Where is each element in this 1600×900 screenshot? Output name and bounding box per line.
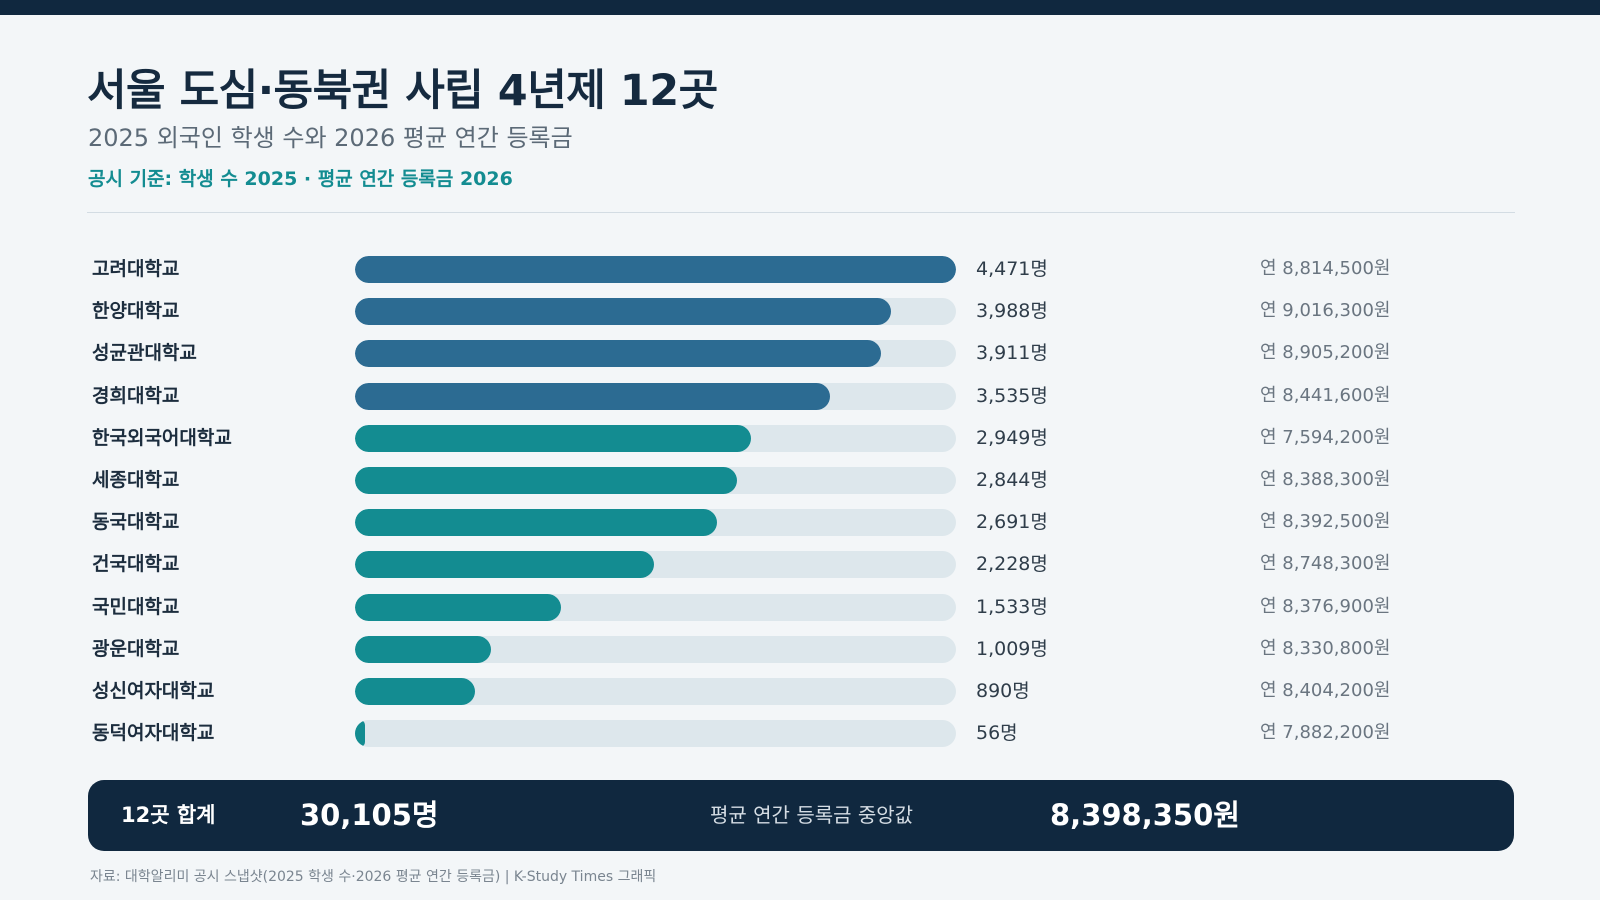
tuition-label: 연 8,392,500원 bbox=[1260, 511, 1391, 533]
student-count-label: 2,691명 bbox=[976, 511, 1048, 534]
chart-row: 고려대학교 4,471명 연 8,814,500원 bbox=[0, 255, 1600, 283]
page-subtitle: 2025 외국인 학생 수와 2026 평균 연간 등록금 bbox=[88, 124, 573, 152]
chart-row: 성균관대학교 3,911명 연 8,905,200원 bbox=[0, 339, 1600, 368]
tuition-label: 연 9,016,300원 bbox=[1260, 300, 1391, 322]
chart-row: 건국대학교 2,228명 연 8,748,300원 bbox=[0, 550, 1600, 579]
university-name: 동국대학교 bbox=[92, 511, 180, 534]
student-count-label: 1,009명 bbox=[976, 637, 1048, 660]
university-name: 고려대학교 bbox=[92, 258, 180, 280]
tuition-label: 연 7,594,200원 bbox=[1260, 426, 1391, 448]
bar-fill bbox=[355, 467, 738, 494]
page-title: 서울 도심·동북권 사립 4년제 12곳 bbox=[87, 66, 718, 116]
tuition-label: 연 8,330,800원 bbox=[1260, 637, 1391, 659]
chart-row: 성신여자대학교 890명 연 8,404,200원 bbox=[0, 677, 1600, 705]
bar-track bbox=[355, 256, 956, 283]
summary-label: 12곳 합계 bbox=[121, 803, 216, 827]
bar-track bbox=[355, 424, 956, 452]
university-name: 광운대학교 bbox=[92, 637, 180, 660]
tuition-label: 연 8,905,200원 bbox=[1260, 342, 1391, 364]
bar-fill bbox=[355, 720, 365, 748]
summary-median-label: 평균 연간 등록금 중앙값 bbox=[710, 803, 914, 827]
bar-fill bbox=[355, 298, 892, 326]
university-name: 한국외국어대학교 bbox=[92, 426, 232, 449]
header-divider bbox=[87, 212, 1515, 213]
bar-fill bbox=[355, 340, 881, 368]
student-count-label: 56명 bbox=[976, 722, 1018, 745]
university-name: 한양대학교 bbox=[92, 300, 180, 323]
bar-fill bbox=[355, 678, 475, 705]
student-count-label: 1,533명 bbox=[976, 595, 1048, 618]
tuition-label: 연 8,814,500원 bbox=[1260, 258, 1391, 279]
bar-track bbox=[355, 509, 956, 537]
bar-fill bbox=[355, 635, 491, 663]
university-name: 국민대학교 bbox=[92, 595, 180, 618]
bar-track bbox=[355, 340, 956, 368]
tuition-label: 연 8,376,900원 bbox=[1260, 595, 1391, 617]
university-name: 세종대학교 bbox=[92, 469, 180, 491]
chart-row: 한양대학교 3,988명 연 9,016,300원 bbox=[0, 297, 1600, 326]
tuition-label: 연 8,404,200원 bbox=[1260, 680, 1391, 701]
chart-row: 광운대학교 1,009명 연 8,330,800원 bbox=[0, 635, 1600, 663]
bar-fill bbox=[355, 593, 562, 621]
source-note: 자료: 대학알리미 공시 스냅샷(2025 학생 수·2026 평균 연간 등록… bbox=[90, 869, 657, 885]
university-name: 동덕여자대학교 bbox=[92, 722, 215, 745]
chart-row: 동덕여자대학교 56명 연 7,882,200원 bbox=[0, 719, 1600, 748]
bar-track bbox=[355, 635, 956, 663]
bar-track bbox=[355, 467, 956, 494]
university-name: 성균관대학교 bbox=[92, 342, 197, 365]
tuition-label: 연 7,882,200원 bbox=[1260, 722, 1391, 744]
bar-track bbox=[355, 382, 956, 410]
chart-row: 국민대학교 1,533명 연 8,376,900원 bbox=[0, 593, 1600, 621]
bar-fill bbox=[355, 424, 752, 452]
chart-row: 경희대학교 3,535명 연 8,441,600원 bbox=[0, 382, 1600, 410]
student-count-label: 2,228명 bbox=[976, 553, 1048, 576]
student-count-label: 2,844명 bbox=[976, 469, 1048, 491]
university-name: 성신여자대학교 bbox=[92, 680, 215, 702]
bar-fill bbox=[355, 509, 717, 537]
university-name: 건국대학교 bbox=[92, 553, 180, 576]
student-count-label: 3,535명 bbox=[976, 384, 1048, 407]
bar-fill bbox=[355, 551, 655, 579]
tuition-label: 연 8,388,300원 bbox=[1260, 469, 1391, 490]
bar-track bbox=[355, 593, 956, 621]
bar-track bbox=[355, 551, 956, 579]
student-count-label: 4,471명 bbox=[976, 258, 1048, 280]
university-name: 경희대학교 bbox=[92, 384, 180, 407]
bar-fill bbox=[355, 382, 831, 410]
student-count-label: 3,911명 bbox=[976, 342, 1048, 365]
tuition-label: 연 8,441,600원 bbox=[1260, 384, 1391, 406]
chart-row: 한국외국어대학교 2,949명 연 7,594,200원 bbox=[0, 424, 1600, 452]
summary-total: 30,105명 bbox=[300, 798, 439, 832]
bar-fill bbox=[355, 256, 956, 283]
summary-panel: 12곳 합계 30,105명 평균 연간 등록금 중앙값 8,398,350원 bbox=[88, 780, 1514, 851]
bar-track bbox=[355, 298, 956, 326]
summary-median: 8,398,350원 bbox=[1050, 798, 1240, 832]
bar-track bbox=[355, 720, 956, 748]
top-accent-bar bbox=[0, 0, 1600, 15]
bar-track bbox=[355, 678, 956, 705]
data-basis-note: 공시 기준: 학생 수 2025 · 평균 연간 등록금 2026 bbox=[88, 168, 513, 190]
student-count-label: 3,988명 bbox=[976, 300, 1048, 323]
chart-row: 동국대학교 2,691명 연 8,392,500원 bbox=[0, 508, 1600, 537]
student-count-label: 2,949명 bbox=[976, 426, 1048, 449]
tuition-label: 연 8,748,300원 bbox=[1260, 553, 1391, 575]
student-count-label: 890명 bbox=[976, 680, 1030, 702]
chart-row: 세종대학교 2,844명 연 8,388,300원 bbox=[0, 466, 1600, 494]
